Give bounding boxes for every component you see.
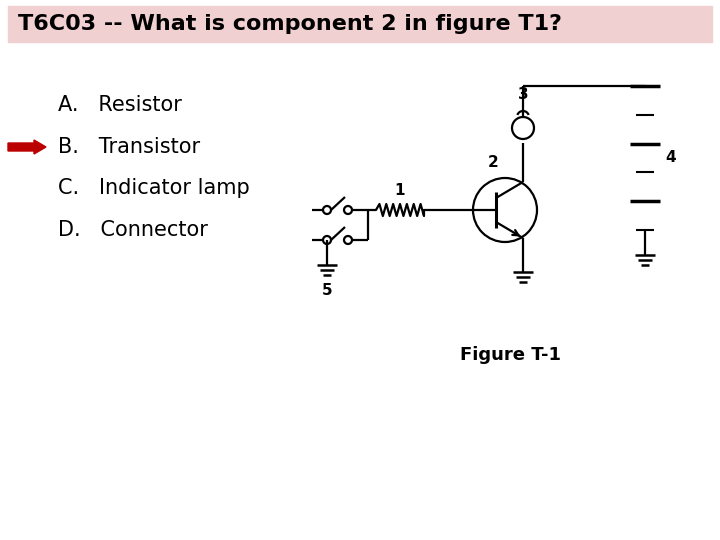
Text: 2: 2 [487,155,498,170]
Text: A.   Resistor: A. Resistor [58,95,182,115]
Text: B.   Transistor: B. Transistor [58,137,200,157]
Text: Figure T-1: Figure T-1 [459,346,560,364]
Text: 4: 4 [665,151,675,165]
Text: 3: 3 [518,87,528,102]
FancyBboxPatch shape [8,6,712,42]
Text: C.   Indicator lamp: C. Indicator lamp [58,178,250,198]
FancyArrow shape [8,140,46,154]
Text: D.   Connector: D. Connector [58,220,208,240]
Text: 1: 1 [395,183,405,198]
Text: T6C03 -- What is component 2 in figure T1?: T6C03 -- What is component 2 in figure T… [18,14,562,34]
Text: 5: 5 [322,283,333,298]
